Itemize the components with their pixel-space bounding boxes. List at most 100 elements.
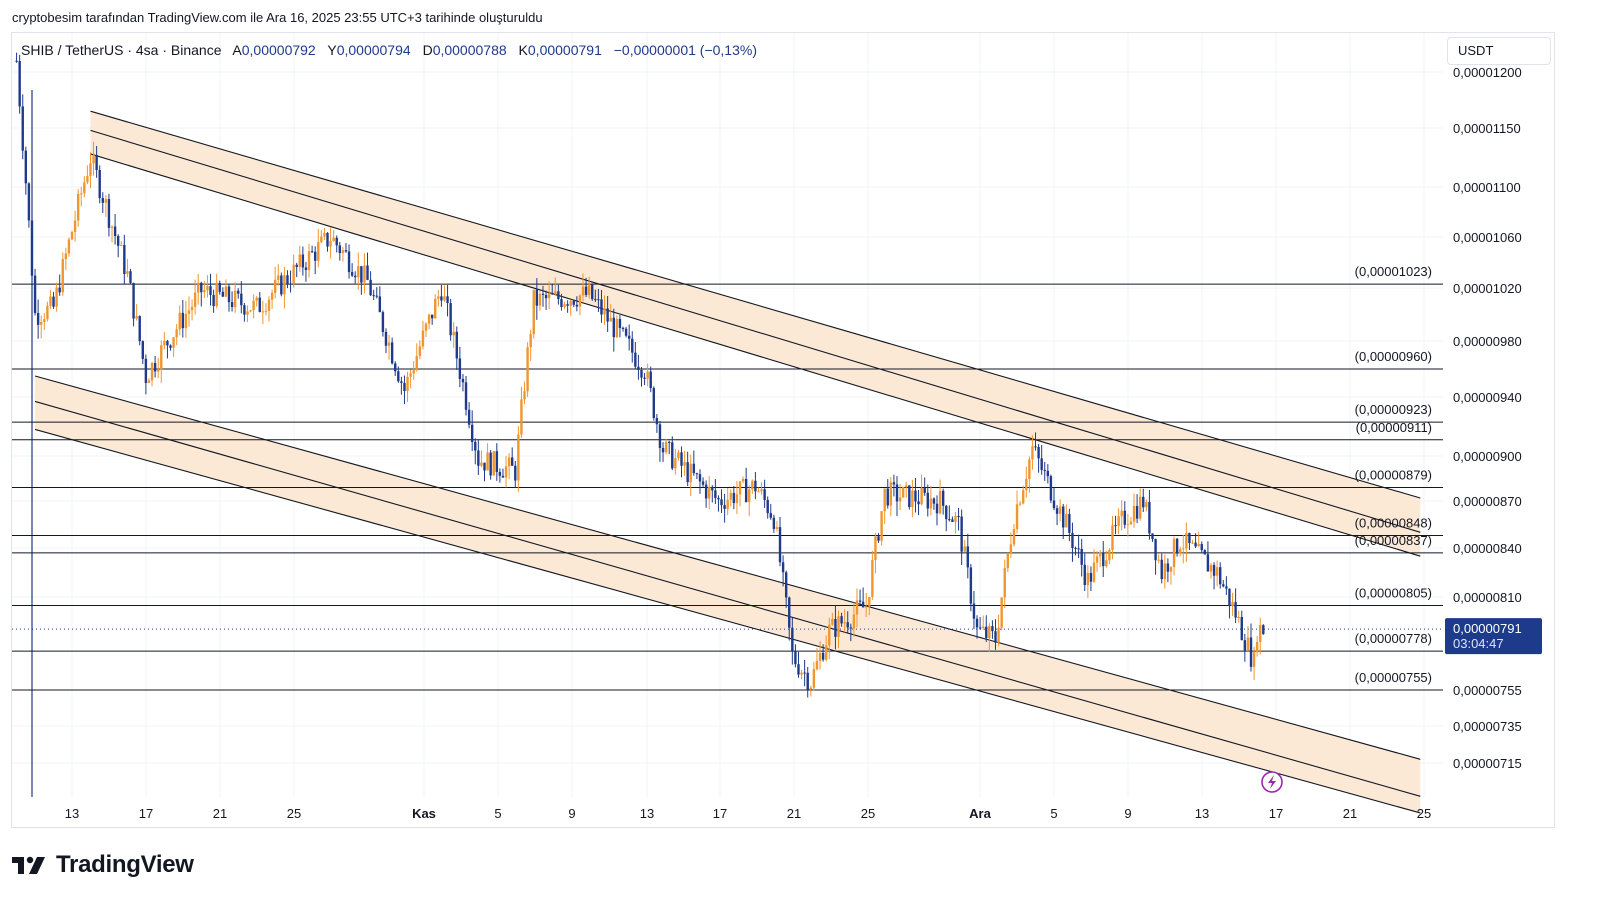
candle-body	[818, 652, 822, 662]
candle	[840, 612, 843, 627]
channel-line[interactable]	[90, 153, 1421, 557]
candle-body	[948, 519, 951, 521]
candle	[193, 279, 197, 315]
candle	[126, 258, 129, 278]
candle-body	[1123, 510, 1126, 525]
candle-body	[945, 505, 948, 520]
candle	[1003, 559, 1006, 609]
candle	[1065, 504, 1068, 528]
candle-body	[344, 250, 348, 252]
candle-body	[298, 254, 301, 267]
candle-body	[107, 199, 111, 228]
candle	[1179, 546, 1182, 557]
candle-body	[1234, 601, 1237, 618]
candle	[711, 485, 714, 503]
channel-line[interactable]	[90, 129, 1421, 533]
lightning-icon-bolt	[1268, 775, 1276, 789]
candle	[871, 550, 874, 600]
candle-body	[264, 310, 268, 312]
candle-body	[698, 474, 702, 482]
candle-body	[874, 536, 877, 561]
candle-body	[726, 499, 729, 509]
candle-body	[978, 627, 982, 629]
candle-body	[529, 334, 532, 348]
candle-body	[935, 503, 939, 514]
candle	[1138, 488, 1142, 521]
candle-body	[775, 527, 779, 529]
tradingview-logo-text: TradingView	[56, 851, 194, 878]
candle	[655, 414, 659, 433]
candle-body	[1209, 564, 1213, 572]
candle-body	[461, 378, 465, 383]
candle	[957, 507, 960, 531]
lightning-icon[interactable]	[1261, 771, 1283, 793]
candle-body	[1188, 533, 1191, 544]
candle	[769, 504, 772, 520]
candle-body	[631, 338, 634, 353]
candle	[1040, 444, 1043, 475]
candle-body	[951, 519, 954, 522]
channel-line[interactable]	[34, 428, 1421, 814]
candle-body	[1111, 525, 1114, 550]
candle	[532, 289, 535, 339]
candle	[732, 485, 736, 510]
candle-body	[76, 193, 80, 221]
candle	[138, 315, 141, 346]
candle	[249, 309, 252, 313]
candle	[1028, 456, 1031, 493]
candle-body	[98, 169, 101, 199]
candle-body	[701, 481, 705, 485]
candle-body	[886, 488, 889, 506]
currency-button[interactable]: USDT	[1447, 37, 1551, 65]
candle-body	[1148, 501, 1151, 534]
candle-body	[791, 627, 794, 652]
candle-body	[110, 226, 114, 228]
candle-body	[366, 265, 369, 280]
candle	[729, 489, 732, 507]
candle-body	[1031, 446, 1034, 460]
candle-body	[52, 296, 55, 307]
candle	[738, 480, 742, 507]
candle	[153, 356, 157, 378]
candle	[788, 596, 791, 641]
candle	[440, 285, 443, 307]
channel-line[interactable]	[90, 110, 1421, 499]
channel-line[interactable]	[34, 400, 1421, 797]
candle	[1055, 505, 1059, 526]
candle	[1215, 560, 1219, 587]
candle	[92, 141, 95, 176]
candle-body	[523, 391, 526, 400]
candle-body	[18, 61, 21, 107]
candle-body	[40, 321, 43, 325]
candle-body	[1175, 538, 1179, 554]
candle	[1200, 541, 1203, 553]
candle	[218, 280, 221, 295]
candle	[1086, 565, 1090, 598]
candle	[1031, 435, 1034, 470]
candle	[166, 339, 169, 359]
candle	[1151, 533, 1154, 542]
candle-body	[144, 358, 148, 383]
candle	[1197, 531, 1200, 547]
candle-body	[320, 236, 323, 243]
candle	[972, 590, 976, 630]
candle-body	[46, 305, 49, 320]
candle	[1255, 635, 1259, 657]
candle	[1105, 550, 1108, 568]
candle	[652, 386, 656, 421]
candle	[390, 337, 394, 365]
y-axis-tick-label: 0,00001060	[1453, 230, 1522, 245]
candle-body	[1114, 525, 1117, 527]
candle-body	[760, 489, 763, 492]
candle-body	[880, 511, 883, 541]
symbol-label[interactable]: SHIB / TetherUS · 4sa · Binance	[21, 42, 222, 58]
x-axis-tick-label: Kas	[412, 806, 436, 821]
candle	[701, 477, 705, 487]
channel-line[interactable]	[34, 375, 1421, 760]
x-axis-tick-label: 17	[1269, 806, 1283, 821]
candle-body	[397, 371, 400, 382]
candle	[849, 623, 853, 642]
candle-body	[1259, 625, 1262, 642]
candle-body	[350, 272, 354, 276]
